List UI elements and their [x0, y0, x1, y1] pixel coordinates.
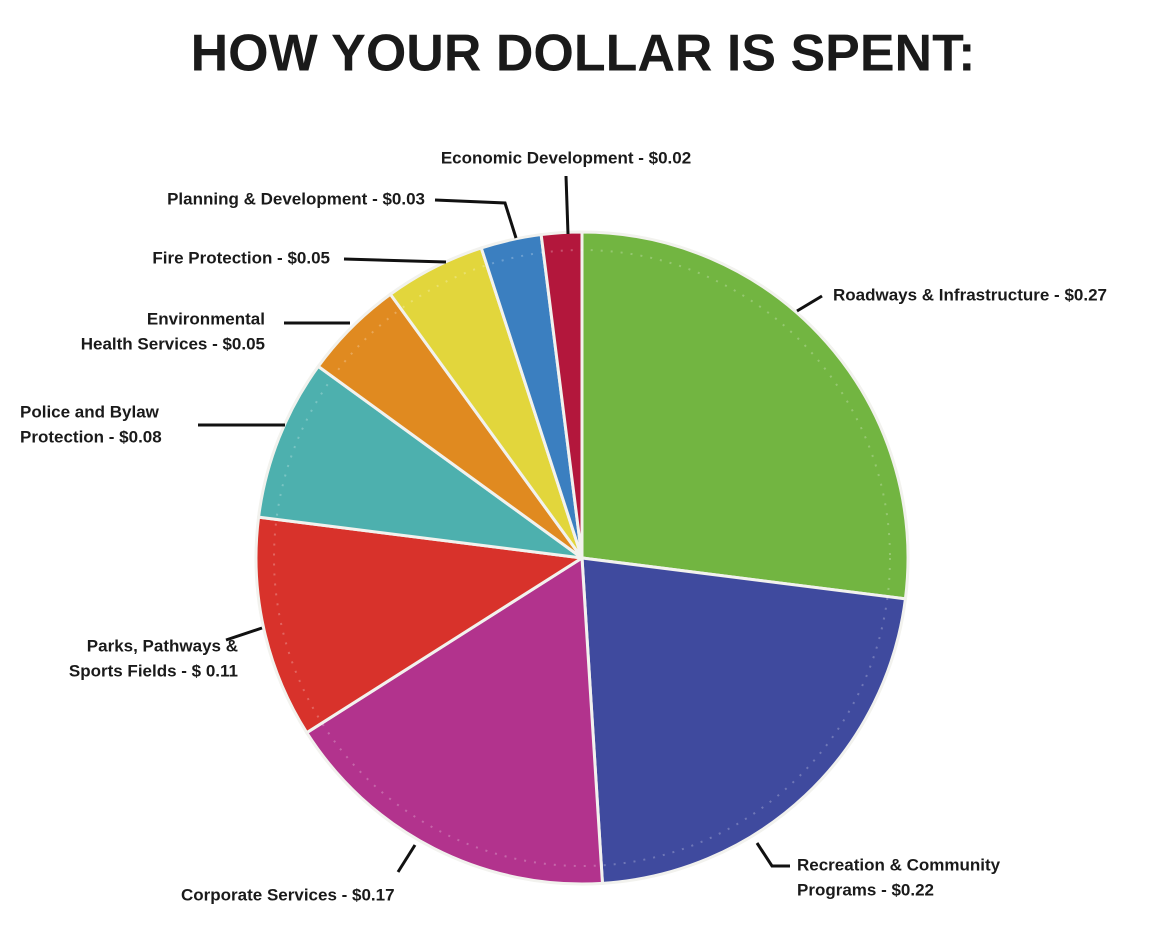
pie-slice — [580, 230, 910, 601]
slice-label: Corporate Services - $0.17 — [181, 885, 395, 904]
pie-slice — [304, 555, 605, 886]
slice-label: Police and Bylaw — [20, 402, 160, 421]
slice-label: Economic Development - $0.02 — [441, 148, 691, 167]
leader-line — [564, 175, 570, 235]
slice-label: Parks, Pathways & — [87, 636, 238, 655]
pie-slice — [539, 230, 584, 559]
slice-label: Health Services - $0.05 — [81, 334, 265, 353]
slice-label: Sports Fields - $ 0.11 — [69, 661, 238, 680]
slice-label: Planning & Development - $0.03 — [167, 189, 425, 208]
leader-line — [796, 294, 823, 313]
leader-line — [434, 198, 518, 239]
leader-line — [755, 842, 790, 868]
leader-line — [396, 844, 417, 873]
coin-rim — [273, 249, 891, 867]
chart-title: HOW YOUR DOLLAR IS SPENT: — [191, 25, 976, 83]
slice-label: Programs - $0.22 — [797, 880, 934, 899]
slice-label: Roadways & Infrastructure - $0.27 — [833, 285, 1107, 304]
slice-label: Environmental — [147, 309, 265, 328]
leader-line — [343, 257, 447, 264]
slice-label: Protection - $0.08 — [20, 427, 162, 446]
leader-line — [225, 626, 263, 642]
pie-slice — [254, 515, 587, 735]
pie-slice — [256, 364, 583, 560]
slice-label: Recreation & Community — [797, 855, 1001, 874]
pie-slice — [580, 556, 908, 885]
slice-label: Fire Protection - $0.05 — [152, 248, 330, 267]
